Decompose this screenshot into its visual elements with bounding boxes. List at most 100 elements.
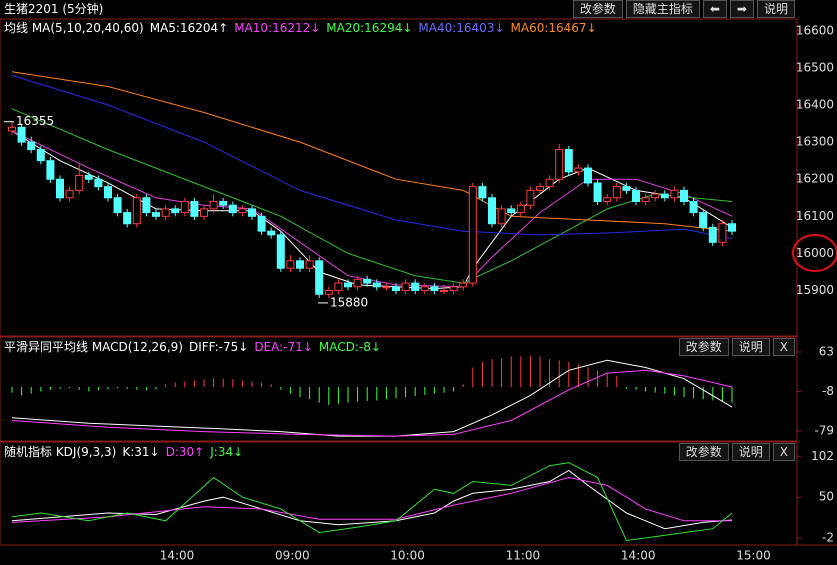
price-annotation: 15880 (330, 295, 368, 309)
candle-body (420, 286, 429, 291)
candle-body (372, 282, 381, 288)
candle-body (392, 286, 400, 291)
time-label: 09:00 (275, 549, 310, 563)
legend-item: 随机指标 KDJ(9,3,3) (4, 445, 117, 459)
panel-button[interactable]: X (772, 338, 795, 356)
y-tick-label: 63 (819, 344, 834, 358)
candle-body (497, 208, 506, 225)
candle-body (171, 208, 180, 214)
candle-body (670, 189, 679, 199)
candle-body (353, 278, 362, 288)
y-tick-label: -8 (822, 384, 834, 398)
candle-body (651, 193, 660, 199)
candle-body (75, 175, 84, 191)
y-tick-label: 50 (819, 490, 834, 504)
legend-item: MA10:16212↓ (234, 21, 321, 35)
candle-body (324, 289, 333, 295)
main-frame (0, 18, 798, 337)
candle-body (440, 289, 448, 292)
y-tick-label: 16500 (796, 60, 834, 74)
candle-body (104, 186, 112, 199)
candle-body (718, 223, 727, 243)
panel-button[interactable]: 说明 (731, 443, 770, 461)
toolbar-button[interactable]: 说明 (756, 0, 795, 18)
candle-body (8, 126, 16, 132)
toolbar-button[interactable]: 隐藏主指标 (625, 0, 700, 18)
legend-item: 均线 MA(5,10,20,40,60) (4, 21, 144, 35)
candle-body (190, 200, 199, 217)
candle-body (593, 182, 602, 202)
candle-body (142, 197, 151, 214)
legend-item: MA5:16204↑ (149, 21, 229, 35)
candle-body (689, 200, 698, 214)
y-tick-label: 16000 (796, 246, 834, 260)
time-label: 14:00 (160, 549, 195, 563)
candle-body (603, 197, 612, 202)
candle-body (584, 167, 592, 184)
panel-button[interactable]: 改参数 (678, 338, 729, 356)
legend-item: DIFF:-75↓ (188, 340, 249, 354)
candle-body (728, 223, 736, 232)
candle-body (680, 189, 688, 202)
candle-body (56, 178, 64, 199)
time-label: 15:00 (736, 549, 771, 563)
candle-body (334, 282, 343, 291)
candle-body (411, 282, 420, 291)
indicator-line (11, 359, 733, 437)
candle-body (574, 167, 583, 173)
toolbar-button[interactable]: ➡ (729, 0, 754, 18)
candle-body (84, 175, 93, 180)
legend-item: 平滑异同平均线 MACD(12,26,9) (4, 340, 183, 354)
legend-item: K:31↓ (122, 445, 160, 459)
candle-body (363, 278, 372, 284)
legend-item: J:34↓ (210, 445, 244, 459)
candle-body (699, 212, 708, 228)
candle-body (459, 282, 468, 288)
legend-item: MA20:16294↓ (326, 21, 413, 35)
candle-body (152, 212, 160, 217)
panel-button[interactable]: X (772, 443, 795, 461)
candle-body (209, 200, 218, 210)
candle-body (17, 126, 26, 143)
candle-body (123, 212, 132, 225)
candle-body (238, 208, 247, 214)
toolbar-button[interactable]: ⬅ (702, 0, 727, 18)
title: 生猪2201 (5分钟) (4, 2, 104, 16)
kdj-legend: 随机指标 KDJ(9,3,3) K:31↓ D:30↑ J:34↓ (4, 443, 243, 461)
candle-body (449, 286, 458, 291)
indicator-line (11, 469, 733, 530)
candle-body (612, 186, 621, 199)
highlight-circle (792, 234, 837, 272)
y-tick-label: 16100 (796, 209, 834, 223)
candle-body (478, 186, 487, 199)
candle-body (488, 197, 496, 225)
candle-body (344, 282, 352, 288)
time-label: 10:00 (390, 549, 425, 563)
indicator-line (11, 476, 732, 523)
candle-body (430, 286, 439, 291)
candle-body (708, 226, 717, 243)
legend-item: MACD:-8↓ (318, 340, 381, 354)
y-tick-label: -79 (814, 424, 834, 438)
candle-body (507, 208, 516, 214)
candle-body (257, 215, 266, 232)
candle-body (219, 200, 228, 206)
candle-body (296, 260, 304, 269)
panel-button[interactable]: 改参数 (678, 443, 729, 461)
candle-body (401, 282, 410, 291)
y-tick-label: 16400 (796, 98, 834, 112)
candle-body (132, 197, 141, 225)
candle-body (468, 186, 477, 284)
candle-body (564, 149, 573, 173)
toolbar-button[interactable]: 改参数 (572, 0, 623, 18)
candle-body (622, 186, 631, 191)
legend-item: MA60:16467↓ (510, 21, 597, 35)
macd-buttons: 改参数 说明 X (678, 338, 795, 356)
candle-body (200, 208, 208, 217)
panel-button[interactable]: 说明 (731, 338, 770, 356)
indicator-line (11, 462, 733, 542)
y-tick-label: 15900 (796, 283, 834, 297)
candle-body (248, 208, 256, 217)
candle-body (555, 149, 564, 180)
